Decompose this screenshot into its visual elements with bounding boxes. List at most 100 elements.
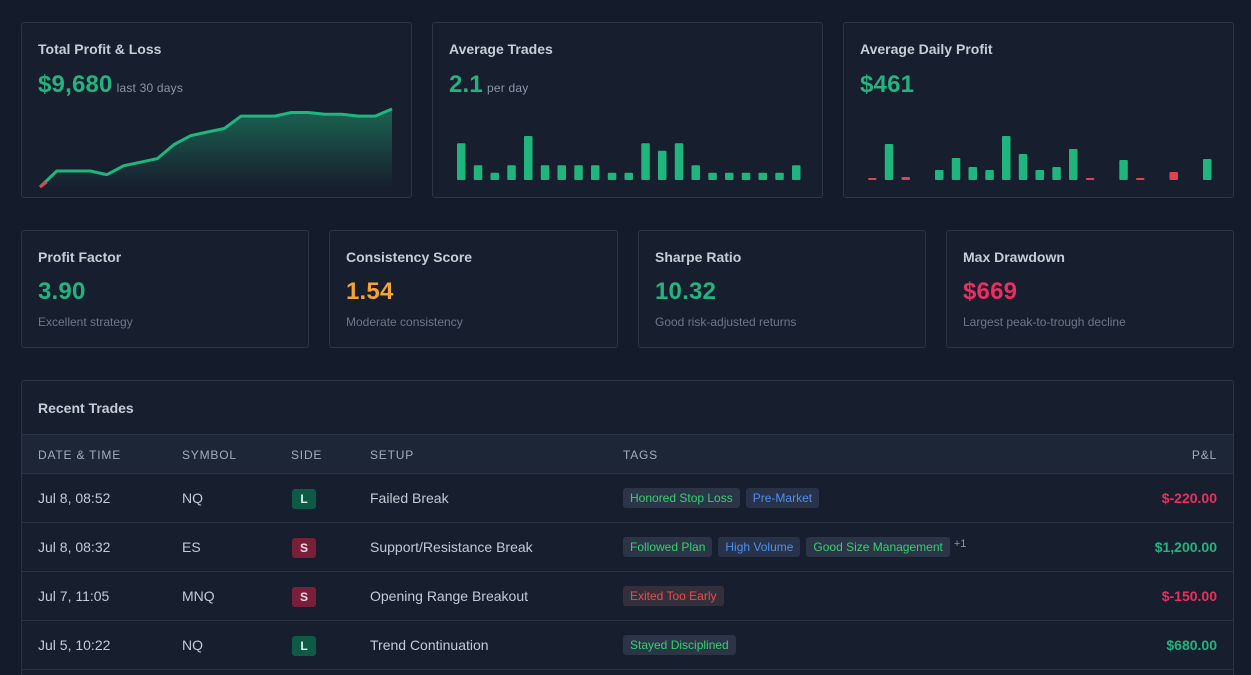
tag-chip[interactable]: Honored Stop Loss [623, 488, 740, 508]
daily-profit-bar [1002, 136, 1011, 180]
daily-profit-bar [1018, 154, 1028, 180]
trade-tags: Exited Too Early [623, 586, 724, 606]
trades-bar [708, 172, 717, 180]
trades-bar [624, 172, 633, 180]
trade-date: Jul 8, 08:32 [38, 539, 111, 555]
trades-bar [691, 165, 700, 180]
pnl-area [40, 109, 392, 187]
pnl-line [38, 107, 393, 189]
profit-factor-card: Profit Factor 3.90 Excellent strategy [21, 230, 309, 348]
avg-trades-card: Average Trades 2.1 per day [432, 22, 823, 198]
trade-tags: Honored Stop Loss Pre-Market [623, 488, 820, 508]
trade-symbol: NQ [182, 490, 203, 506]
trade-setup: Opening Range Breakout [370, 588, 528, 604]
trade-tags: Stayed Disciplined [623, 635, 736, 655]
tag-chip[interactable]: Followed Plan [623, 537, 713, 557]
daily-profit-bar [1052, 167, 1061, 180]
more-tags-count[interactable]: +1 [953, 538, 967, 550]
tag-chip[interactable]: High Volume [718, 537, 801, 557]
daily-profit-bar [1085, 178, 1095, 180]
trades-bar [490, 172, 499, 180]
trades-bar [741, 172, 751, 180]
trades-bar [792, 165, 801, 180]
pnl-sparkline [38, 107, 393, 189]
sharpe-caption: Good risk-adjusted returns [655, 315, 797, 329]
card-title: Consistency Score [346, 249, 473, 265]
trades-bar [524, 136, 533, 180]
column-setup[interactable]: SETUP [370, 448, 415, 462]
trades-bar [540, 165, 550, 180]
daily-profit-bar [968, 167, 977, 180]
tag-chip[interactable]: Good Size Management [806, 537, 950, 557]
column-pnl[interactable]: P&L [1191, 448, 1217, 462]
daily-profit-bar-chart [868, 136, 1212, 180]
card-title: Sharpe Ratio [655, 249, 742, 265]
daily-profit-bar [1119, 160, 1128, 180]
trades-bar [607, 172, 617, 180]
trade-symbol: NQ [182, 637, 203, 653]
trades-bar [641, 143, 650, 180]
trade-pnl: $1,200.00 [1154, 539, 1217, 555]
trades-bar [507, 165, 516, 180]
side-badge: S [292, 538, 316, 558]
daily-profit-bar [935, 170, 944, 180]
trades-bar [457, 143, 466, 180]
table-header: DATE & TIME SYMBOL SIDE SETUP TAGS P&L [22, 434, 1233, 474]
trades-bar [674, 143, 684, 180]
pnl-card: Total Profit & Loss $9,680 last 30 days [21, 22, 412, 198]
column-side[interactable]: SIDE [291, 448, 323, 462]
recent-trades-card: Recent Trades DATE & TIME SYMBOL SIDE SE… [21, 380, 1234, 675]
pnl-line-negative [39, 180, 48, 189]
card-title: Total Profit & Loss [38, 41, 162, 57]
profit-factor-caption: Excellent strategy [38, 315, 133, 329]
tag-chip[interactable]: Exited Too Early [623, 586, 724, 606]
drawdown-value: $669 [963, 278, 1018, 305]
daily-profit-bar [901, 177, 910, 180]
trade-date: Jul 7, 11:05 [38, 588, 110, 604]
table-row[interactable]: Jul 7, 11:05 MNQ S Opening Range Breakout Ex… [22, 572, 1233, 621]
trades-bar [591, 165, 600, 180]
trade-pnl: $-220.00 [1161, 490, 1217, 506]
drawdown-card: Max Drawdown $669 Largest peak-to-trough… [946, 230, 1234, 348]
profit-factor-value: 3.90 [38, 278, 86, 305]
daily-profit-bar [1136, 178, 1145, 180]
trade-pnl: $680.00 [1166, 637, 1217, 653]
table-row[interactable]: Jul 5, 10:22 NQ L Trend Continuation Stayed … [22, 621, 1233, 670]
column-symbol[interactable]: SYMBOL [182, 448, 237, 462]
trades-bar-chart [457, 136, 801, 180]
side-badge: S [292, 587, 316, 607]
trades-bar [658, 150, 667, 180]
trades-bar [775, 172, 784, 180]
trade-date: Jul 8, 08:52 [38, 490, 111, 506]
daily-profit-bar [1069, 149, 1078, 180]
table-row[interactable]: Jul 8, 08:32 ES S Support/Resistance Break F… [22, 523, 1233, 572]
trades-bar [758, 172, 767, 180]
trades-bar [557, 165, 566, 180]
trade-tags: Followed Plan High Volume Good Size Manage… [623, 537, 966, 557]
consistency-card: Consistency Score 1.54 Moderate consiste… [329, 230, 618, 348]
daily-profit-bar [1169, 172, 1178, 180]
avg-daily-card: Average Daily Profit $461 [843, 22, 1234, 198]
avg-trades-value: 2.1 per day [449, 71, 528, 99]
daily-profit-bar [1203, 159, 1212, 180]
consistency-value: 1.54 [346, 278, 394, 305]
tag-chip[interactable]: Stayed Disciplined [623, 635, 736, 655]
table-row[interactable]: Jul 8, 08:52 NQ L Failed Break Honored Stop … [22, 474, 1233, 523]
avg-trades-unit: per day [486, 81, 529, 95]
trade-setup: Support/Resistance Break [370, 539, 533, 555]
card-title: Profit Factor [38, 249, 122, 265]
trade-pnl: $-150.00 [1161, 588, 1217, 604]
pnl-amount: $9,680 [38, 71, 113, 98]
column-tags[interactable]: TAGS [623, 448, 658, 462]
side-badge: L [292, 636, 316, 656]
daily-profit-bar [884, 144, 894, 180]
daily-profit-bar [985, 170, 994, 180]
sharpe-value: 10.32 [655, 278, 717, 305]
card-title: Average Daily Profit [860, 41, 993, 57]
card-title: Max Drawdown [963, 249, 1065, 265]
pnl-value: $9,680 last 30 days [38, 71, 183, 99]
tag-chip[interactable]: Pre-Market [745, 488, 820, 508]
pnl-period: last 30 days [116, 81, 184, 95]
trade-symbol: MNQ [182, 588, 215, 604]
column-date[interactable]: DATE & TIME [38, 448, 122, 462]
